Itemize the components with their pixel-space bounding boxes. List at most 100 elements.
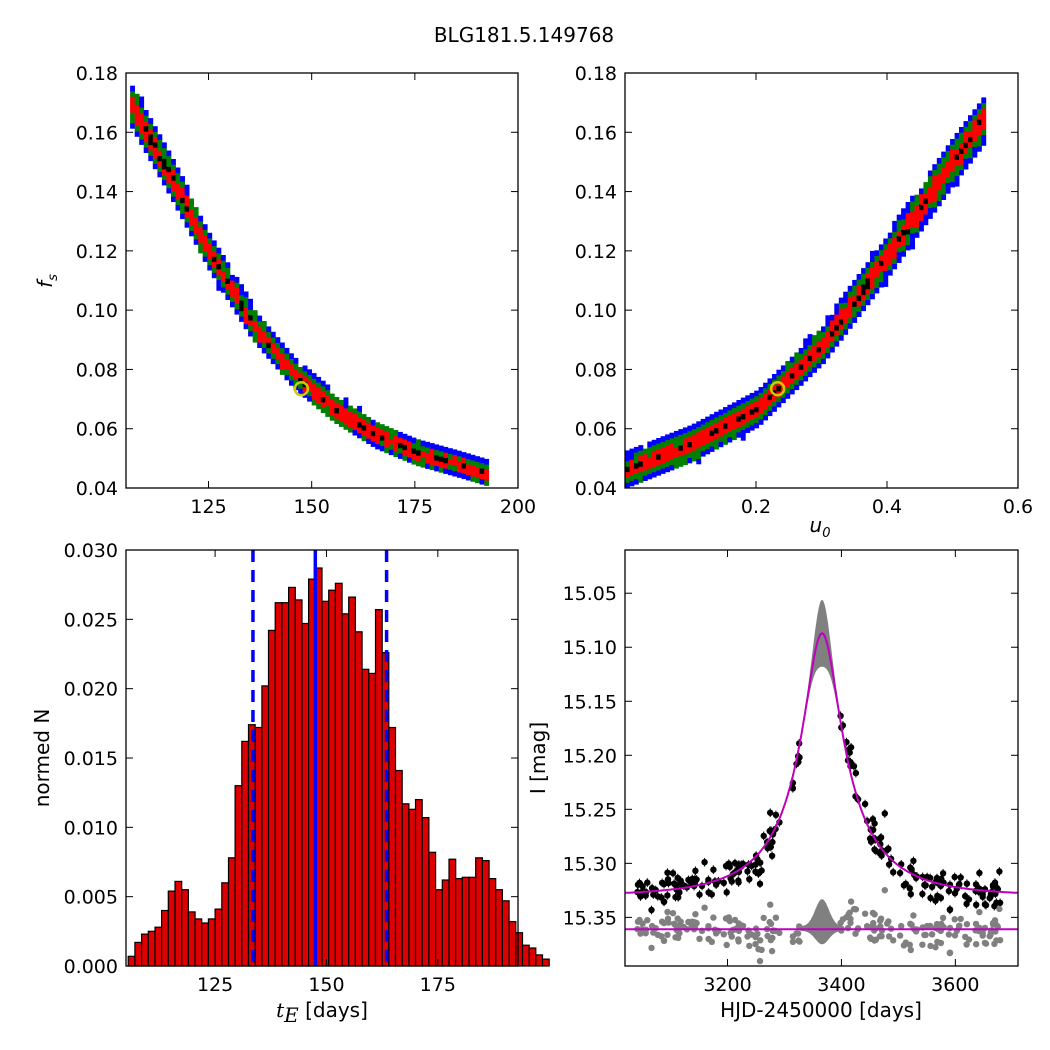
- tl-cell: [161, 153, 167, 159]
- tl-cell: [248, 330, 253, 337]
- tr-cell: [803, 365, 809, 371]
- br-data-point: [869, 816, 877, 823]
- tr-cell: [941, 167, 947, 174]
- tr-cell: [758, 397, 764, 404]
- tr-cell: [678, 439, 684, 446]
- tr-cell: [700, 434, 706, 441]
- tr-cell: [669, 438, 675, 444]
- br-residual-point: [934, 938, 941, 946]
- br-residual-point: [963, 941, 970, 948]
- tl-cell: [348, 405, 353, 412]
- tl-cell: [443, 446, 449, 453]
- br-plot-area: [625, 599, 1018, 965]
- tr-cell: [700, 440, 706, 446]
- tr-cell: [963, 163, 969, 170]
- br-residual-point: [861, 910, 869, 917]
- tr-cell: [812, 356, 817, 363]
- tr-cell: [923, 198, 929, 204]
- tl-cell: [443, 452, 449, 458]
- tl-cell: [211, 261, 217, 268]
- tl-cell: [479, 473, 485, 480]
- tr-cell: [932, 190, 938, 197]
- tr-cell: [669, 454, 675, 460]
- tl-cell: [447, 453, 453, 460]
- tr-cell: [950, 160, 955, 166]
- tr-cell: [803, 375, 809, 382]
- tr-cell: [691, 429, 697, 435]
- tr-cell: [954, 159, 960, 166]
- br-residual-point: [725, 914, 732, 921]
- br-data-point: [772, 811, 780, 819]
- tl-cell: [189, 198, 194, 205]
- tl-cell: [139, 107, 145, 113]
- tr-cell: [923, 208, 929, 215]
- br-residual-point: [991, 940, 998, 948]
- tl-cell: [234, 298, 240, 304]
- br-residual-point: [664, 931, 671, 938]
- tl-cell: [130, 101, 135, 108]
- tl-cell: [411, 448, 417, 454]
- tr-cell: [981, 134, 987, 141]
- tl-cell: [171, 185, 176, 192]
- tl-cell: [152, 126, 158, 132]
- tl-cell: [361, 414, 367, 420]
- tl-cell: [161, 179, 167, 186]
- tl-cell: [134, 115, 140, 121]
- tr-cell: [718, 441, 724, 448]
- tl-cell: [416, 455, 421, 461]
- tr-cell: [678, 445, 684, 451]
- tr-cell: [878, 281, 884, 288]
- bl-histogram-bar: [227, 857, 236, 967]
- tr-cell: [959, 164, 964, 170]
- tr-cell: [936, 157, 942, 164]
- tr-cell: [772, 374, 777, 380]
- tl-cell: [375, 443, 381, 450]
- br-residual-point: [674, 915, 681, 922]
- tl-cell: [470, 460, 476, 466]
- br-data-point: [672, 893, 679, 901]
- tr-cell: [767, 399, 773, 406]
- br-residual-point: [982, 940, 990, 947]
- tl-cell: [184, 195, 190, 201]
- tl-cell: [139, 101, 145, 108]
- tl-cell: [307, 385, 312, 391]
- tr-cell: [740, 413, 746, 420]
- bl-histogram-bar: [134, 941, 143, 967]
- tl-cell: [402, 455, 408, 461]
- br-data-point: [932, 897, 939, 904]
- tl-cell: [456, 461, 462, 468]
- tr-ytick-label: 0.16: [575, 122, 617, 144]
- tl-cell: [461, 457, 467, 464]
- tl-cell: [388, 449, 394, 456]
- tr-cell: [927, 175, 933, 182]
- tl-cell: [257, 320, 263, 327]
- panel-te-vs-fs: 125 150 175 200 0.04 0.06 0.08 0.10 0.12 0.14 0.16…: [76, 63, 536, 518]
- tl-cell: [302, 386, 308, 393]
- tr-cell: [731, 429, 737, 435]
- tr-cell: [847, 301, 853, 308]
- tr-cell: [812, 367, 817, 373]
- tl-cell: [211, 240, 217, 247]
- br-residual-point: [927, 922, 934, 930]
- tl-cell: [189, 214, 194, 221]
- tl-cell: [171, 169, 176, 176]
- tr-cell: [705, 421, 711, 428]
- tr-cell: [749, 408, 755, 415]
- tl-cell: [316, 387, 322, 394]
- tr-cell: [772, 400, 777, 407]
- tl-cell: [266, 353, 272, 359]
- tr-cell: [901, 240, 906, 246]
- br-residual-point: [720, 931, 727, 938]
- tr-cell: [838, 308, 844, 314]
- tr-cell: [700, 418, 706, 425]
- tr-cell: [901, 235, 906, 241]
- tl-cell: [289, 374, 294, 381]
- tr-cell: [887, 237, 893, 244]
- tr-cell: [776, 401, 782, 408]
- tr-cell: [910, 238, 915, 245]
- tr-cell: [945, 156, 951, 162]
- tr-cell: [772, 406, 777, 412]
- tl-cell: [429, 464, 435, 471]
- tr-cell: [740, 419, 746, 425]
- br-data-point: [877, 834, 885, 841]
